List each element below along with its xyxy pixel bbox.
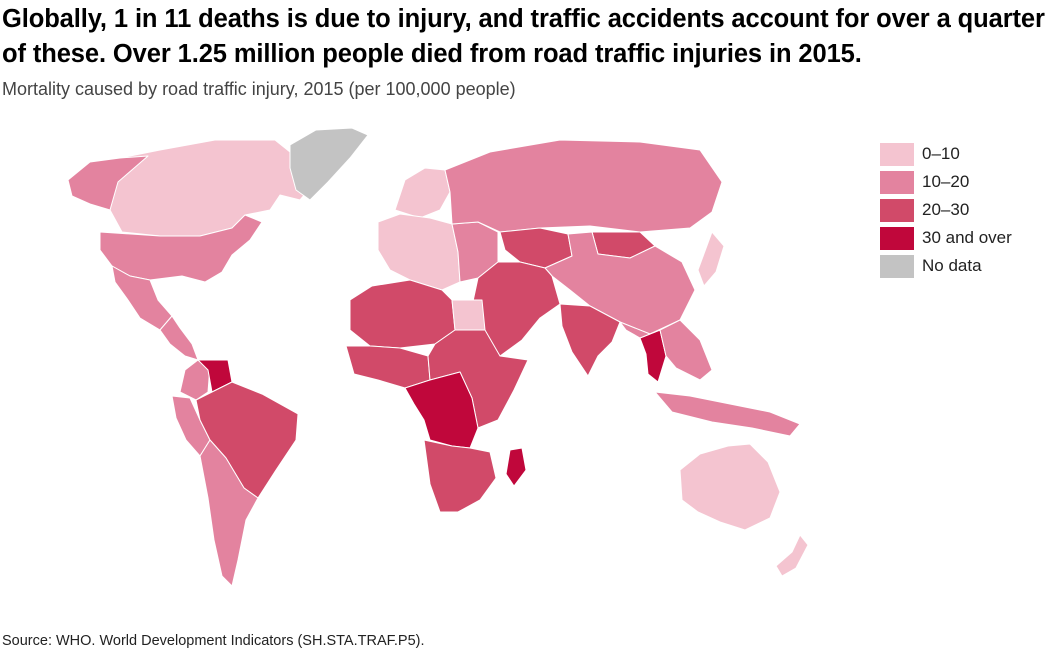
region-west-africa (345, 345, 431, 389)
legend-swatch (880, 198, 914, 222)
region-russia (444, 139, 723, 233)
region-western-europe (377, 213, 461, 291)
source-note: Source: WHO. World Development Indicator… (2, 633, 425, 649)
region-canada (109, 139, 316, 237)
legend-label: No data (922, 256, 982, 275)
chart-title: Globally, 1 in 11 deaths is due to injur… (2, 5, 1045, 68)
region-greenland (289, 127, 369, 201)
region-scandinavia (394, 167, 451, 219)
legend-label: 20–30 (922, 200, 970, 219)
legend-label: 10–20 (922, 172, 970, 191)
chart-subtitle: Mortality caused by road traffic injury,… (2, 79, 516, 99)
region-india (559, 303, 621, 377)
region-indonesia (654, 391, 801, 437)
region-southern-cone (199, 439, 259, 587)
legend-swatch (880, 142, 914, 166)
region-alaska (67, 155, 149, 211)
legend-label: 0–10 (922, 144, 960, 163)
region-australia (679, 443, 781, 531)
region-central-america (159, 315, 199, 361)
world-map (67, 127, 809, 587)
region-new-zealand (775, 534, 809, 577)
legend-swatch (880, 226, 914, 250)
legend-label: 30 and over (922, 228, 1012, 247)
region-egypt (451, 299, 486, 331)
region-japan (697, 231, 725, 287)
region-southern-africa (423, 439, 497, 513)
legend-swatch (880, 254, 914, 278)
legend-item: 0–10 (880, 140, 1012, 168)
region-madagascar (505, 447, 527, 487)
map-legend: 0–10 10–20 20–30 30 and over No data (880, 140, 1012, 280)
region-north-africa (349, 279, 456, 349)
legend-item: 10–20 (880, 168, 1012, 196)
region-southeast-asia (619, 319, 713, 381)
legend-item: No data (880, 252, 1012, 280)
legend-item: 20–30 (880, 196, 1012, 224)
legend-item: 30 and over (880, 224, 1012, 252)
legend-swatch (880, 170, 914, 194)
